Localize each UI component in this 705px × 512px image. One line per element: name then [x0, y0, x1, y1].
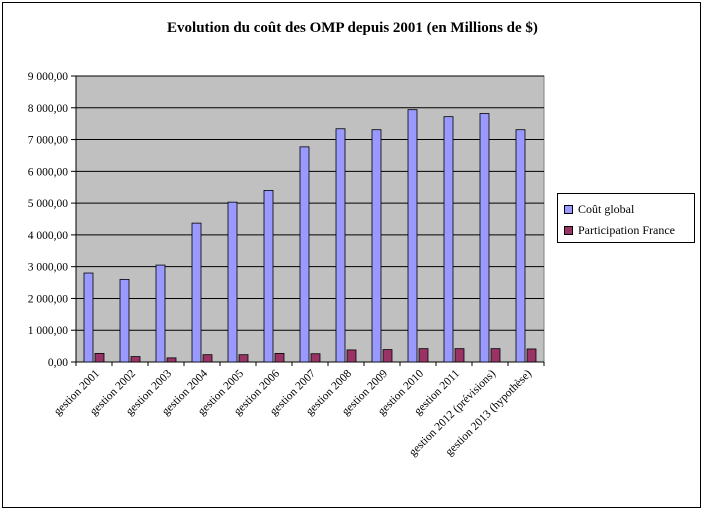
bar-participation-france	[94, 353, 105, 363]
legend-label-participation-france: Participation France	[578, 222, 675, 237]
bar-cout-global	[227, 201, 238, 363]
y-tick-label: 6 000,00	[28, 166, 69, 178]
bar-cout-global	[443, 116, 454, 363]
y-tick-label: 2 000,00	[28, 293, 69, 305]
bar-participation-france	[382, 349, 393, 363]
y-tick-label: 8 000,00	[28, 103, 69, 115]
bar-participation-france	[238, 354, 249, 363]
bar-participation-france	[418, 348, 429, 363]
legend-item-participation-france: Participation France	[564, 222, 675, 238]
bar-participation-france	[274, 353, 285, 363]
bar-cout-global	[515, 129, 526, 363]
bar-cout-global	[155, 264, 166, 363]
bar-cout-global	[299, 146, 310, 363]
legend-item-cout-global: Coût global	[564, 201, 634, 217]
bar-participation-france	[202, 354, 213, 363]
bar-cout-global	[119, 278, 130, 363]
legend: Coût global Participation France	[557, 193, 695, 243]
chart-title: Evolution du coût des OMP depuis 2001 (e…	[167, 20, 538, 36]
bar-cout-global	[479, 113, 490, 363]
bar-cout-global	[263, 189, 274, 363]
plot-background	[75, 75, 545, 363]
bar-cout-global	[335, 128, 346, 363]
legend-swatch-cout-global	[564, 204, 573, 214]
legend-label-cout-global: Coût global	[578, 201, 635, 216]
y-tick-label: 9 000,00	[28, 71, 69, 83]
bar-participation-france	[310, 353, 321, 363]
bar-cout-global	[407, 109, 418, 363]
y-tick-label: 3 000,00	[28, 262, 69, 274]
y-tick-label: 4 000,00	[28, 230, 69, 242]
bar-cout-global	[83, 272, 94, 363]
bar-participation-france	[454, 348, 465, 363]
legend-swatch-participation-france	[564, 225, 573, 235]
bar-participation-france	[526, 348, 537, 363]
bar-participation-france	[166, 357, 177, 363]
bar-cout-global	[191, 222, 202, 363]
bar-cout-global	[371, 129, 382, 363]
y-tick-label: 1 000,00	[28, 325, 69, 337]
bar-participation-france	[346, 349, 357, 363]
y-tick-label: 5 000,00	[28, 198, 69, 210]
bar-participation-france	[130, 356, 141, 363]
chart-frame	[2, 2, 701, 508]
bar-participation-france	[490, 348, 501, 363]
y-tick-label: 0,00	[48, 357, 68, 369]
y-tick-label: 7 000,00	[28, 135, 69, 147]
